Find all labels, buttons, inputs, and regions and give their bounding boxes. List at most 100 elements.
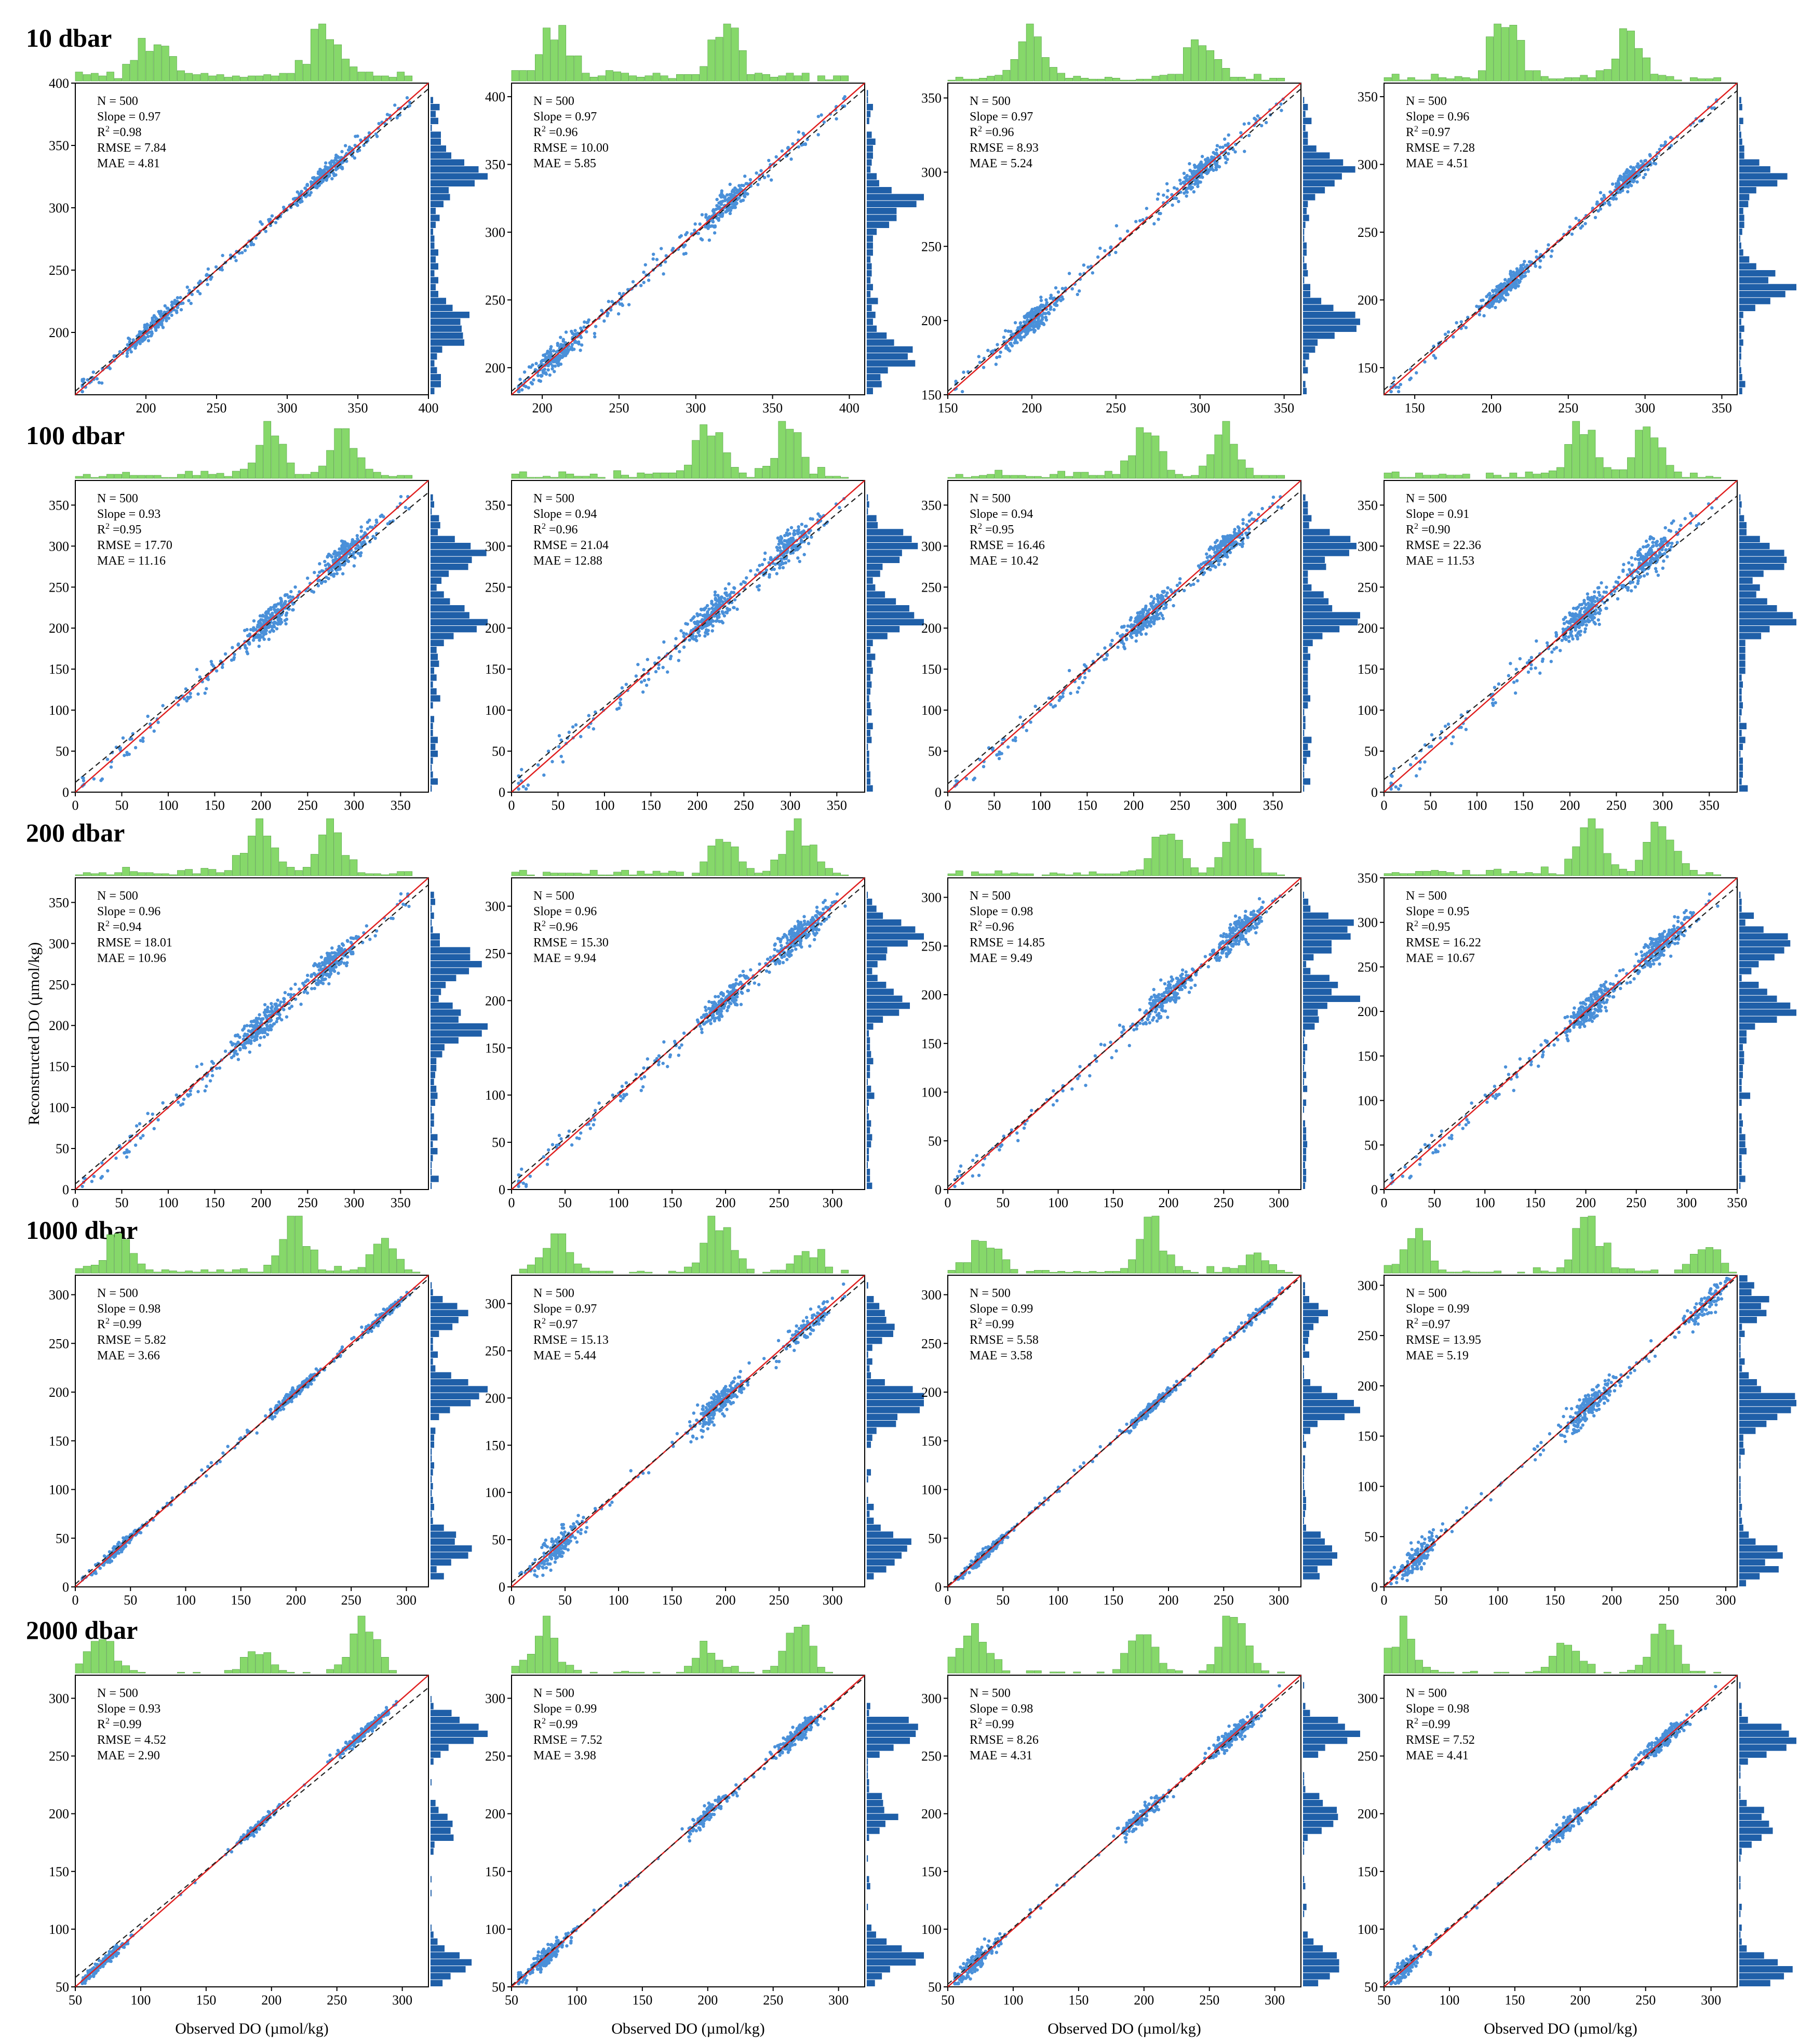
top-histogram-bar — [1588, 77, 1596, 82]
data-point — [112, 355, 116, 358]
top-histogram-bar — [342, 428, 350, 479]
data-point — [285, 618, 289, 621]
data-point — [1582, 606, 1587, 610]
top-histogram-bar — [755, 468, 762, 479]
data-point — [660, 247, 663, 250]
y-tick-label: 150 — [921, 662, 942, 677]
right-histogram-bar — [1739, 757, 1743, 764]
data-point — [1030, 314, 1034, 318]
data-point — [1526, 670, 1530, 674]
data-point — [1513, 286, 1517, 290]
data-point — [1199, 165, 1203, 169]
data-point — [1239, 131, 1243, 135]
data-point — [1077, 289, 1081, 293]
x-tick-label: 250 — [734, 798, 754, 813]
data-point — [674, 637, 678, 640]
data-point — [734, 188, 738, 192]
data-point — [642, 270, 646, 274]
data-point — [1019, 337, 1023, 341]
data-point — [1547, 243, 1550, 247]
data-point — [1025, 313, 1029, 316]
data-point — [564, 330, 568, 334]
top-histogram-bar — [1057, 471, 1065, 479]
one-to-one-line — [75, 83, 429, 395]
right-histogram-bar — [431, 346, 442, 353]
data-point — [1109, 246, 1112, 250]
top-histogram-bar — [1057, 73, 1065, 82]
data-point — [1166, 189, 1170, 193]
top-histogram-bar — [389, 476, 397, 479]
data-point — [1587, 604, 1591, 608]
data-point — [715, 197, 719, 202]
top-histogram-bar — [558, 25, 567, 82]
stat-n: N = 500 — [533, 95, 574, 108]
data-point — [1645, 572, 1649, 576]
data-point — [108, 367, 112, 370]
right-histogram-bar — [431, 771, 433, 778]
data-point — [724, 210, 728, 214]
top-histogram-bar — [809, 474, 817, 479]
data-point — [1396, 385, 1401, 389]
top-histogram-bar — [90, 873, 99, 876]
data-point — [1529, 656, 1534, 660]
data-point — [317, 579, 321, 582]
right-histogram-bar — [867, 757, 869, 764]
right-histogram-bar — [1303, 263, 1307, 270]
data-point — [185, 285, 189, 289]
right-histogram-bar — [431, 367, 437, 373]
right-histogram-bar — [431, 117, 438, 124]
data-point — [141, 736, 145, 740]
data-point — [994, 363, 998, 366]
right-histogram-bar — [1303, 688, 1308, 695]
data-point — [1029, 328, 1032, 331]
top-histogram-bar — [75, 72, 83, 82]
top-histogram-bar — [114, 872, 122, 876]
right-histogram-bar — [1739, 374, 1742, 381]
data-point — [1630, 563, 1634, 567]
data-point — [190, 292, 194, 297]
right-histogram-bar — [1303, 737, 1312, 743]
right-histogram-bar — [1739, 145, 1744, 152]
data-point — [1529, 260, 1534, 264]
x-tick-label: 300 — [1190, 400, 1210, 416]
data-point — [553, 364, 557, 368]
right-histogram-bar — [431, 778, 438, 785]
top-histogram-bar — [1486, 473, 1494, 479]
data-point — [1227, 152, 1230, 156]
right-histogram-bar — [431, 764, 432, 771]
data-point — [1014, 336, 1017, 340]
data-point — [682, 631, 686, 635]
y-tick-label: 250 — [1358, 580, 1378, 595]
data-point — [1580, 607, 1583, 610]
data-point — [723, 195, 727, 199]
data-point — [1114, 224, 1119, 228]
right-histogram-bar — [1739, 591, 1756, 598]
data-point — [1023, 316, 1027, 319]
data-point — [1512, 680, 1516, 684]
data-point — [1423, 760, 1427, 764]
right-histogram-bar — [1739, 653, 1745, 660]
right-histogram-bar — [431, 584, 437, 591]
right-histogram-bar — [1303, 619, 1358, 625]
data-point — [678, 650, 681, 653]
x-tick-label: 300 — [344, 798, 364, 813]
data-point — [727, 582, 731, 586]
data-point — [977, 355, 981, 358]
data-point — [643, 263, 647, 266]
data-point — [1572, 617, 1576, 621]
data-point — [1507, 674, 1511, 677]
data-point — [1155, 609, 1159, 613]
data-point — [743, 195, 747, 198]
right-histogram-bar — [1303, 180, 1335, 186]
top-histogram-bar — [1407, 77, 1415, 82]
top-histogram-bar — [373, 472, 381, 479]
stat-slope: Slope = 0.94 — [533, 507, 597, 521]
data-point — [1125, 638, 1129, 642]
top-histogram-bar — [365, 72, 373, 82]
data-point — [221, 253, 224, 258]
top-histogram-bar — [1128, 79, 1136, 82]
right-histogram-bar — [1739, 543, 1770, 550]
right-histogram-bar — [1303, 639, 1313, 646]
top-histogram-bar — [1151, 76, 1160, 82]
